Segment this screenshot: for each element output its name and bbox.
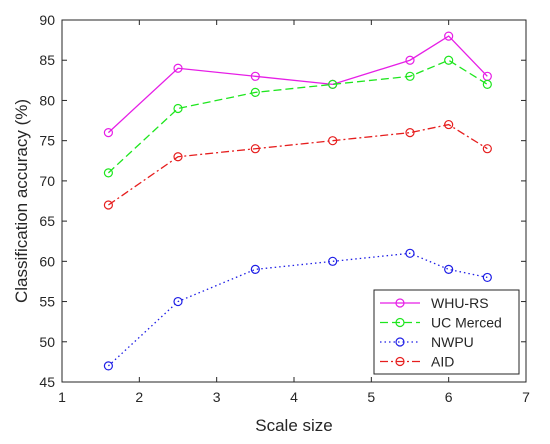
y-tick-label: 55 (39, 294, 55, 310)
data-point-nwpu (328, 256, 338, 266)
x-tick-label: 7 (522, 389, 530, 405)
data-point-aid (328, 136, 338, 146)
data-point-aid (444, 119, 454, 130)
data-point-nwpu (173, 296, 183, 307)
y-tick-label: 90 (39, 12, 55, 28)
data-point-nwpu (103, 361, 114, 371)
legend-label-nwpu: NWPU (431, 334, 474, 350)
y-tick-label: 75 (39, 133, 55, 149)
y-tick-label: 70 (39, 173, 55, 189)
data-point-aid (405, 128, 415, 138)
legend-label-whu-rs: WHU-RS (431, 295, 489, 311)
legend-label-uc-merced: UC Merced (431, 315, 502, 331)
series-line-whu-rs (107, 35, 488, 134)
y-tick-label: 80 (39, 92, 55, 108)
legend-label-aid: AID (431, 354, 454, 370)
x-tick-label: 2 (135, 389, 143, 405)
data-point-uc-merced (444, 55, 454, 65)
y-tick-label: 65 (39, 213, 55, 229)
series-lines (103, 31, 492, 371)
x-axis-label: Scale size (255, 416, 332, 435)
data-point-whu-rs (103, 128, 114, 138)
data-point-uc-merced (482, 79, 492, 89)
legend-marker-nwpu (395, 337, 405, 347)
data-point-nwpu (482, 272, 492, 283)
legend-marker-aid (395, 356, 405, 367)
legend-marker-uc-merced (395, 317, 405, 328)
data-point-aid (103, 200, 114, 210)
x-tick-label: 6 (445, 389, 453, 405)
y-tick-label: 45 (39, 374, 55, 390)
y-tick-label: 60 (39, 253, 55, 269)
data-point-aid (250, 144, 260, 154)
series-line-aid (108, 123, 488, 206)
series-line-nwpu (107, 252, 488, 367)
data-point-nwpu (250, 264, 260, 274)
data-point-whu-rs (250, 71, 260, 81)
data-point-uc-merced (405, 71, 415, 81)
legend: WHU-RS UC Merced NWPU AID (373, 289, 520, 375)
data-point-nwpu (405, 248, 415, 258)
data-point-whu-rs (444, 31, 454, 41)
data-point-whu-rs (405, 55, 415, 65)
y-axis-label: Classification accuracy (%) (12, 99, 31, 303)
x-tick-label: 3 (213, 389, 221, 405)
data-point-aid (482, 144, 492, 154)
data-point-nwpu (444, 264, 454, 274)
x-tick-label: 1 (58, 389, 66, 405)
x-tick-label: 4 (290, 389, 298, 405)
data-point-uc-merced (103, 168, 114, 178)
legend-box (373, 289, 520, 375)
data-point-uc-merced (250, 87, 260, 98)
data-point-uc-merced (328, 79, 338, 89)
y-tick-label: 50 (39, 334, 55, 350)
data-point-whu-rs (173, 63, 183, 73)
legend-marker-whu-rs (395, 298, 405, 308)
data-point-aid (173, 152, 183, 162)
x-tick-label: 5 (367, 389, 375, 405)
y-tick-label: 85 (39, 52, 55, 68)
data-point-uc-merced (173, 103, 183, 114)
